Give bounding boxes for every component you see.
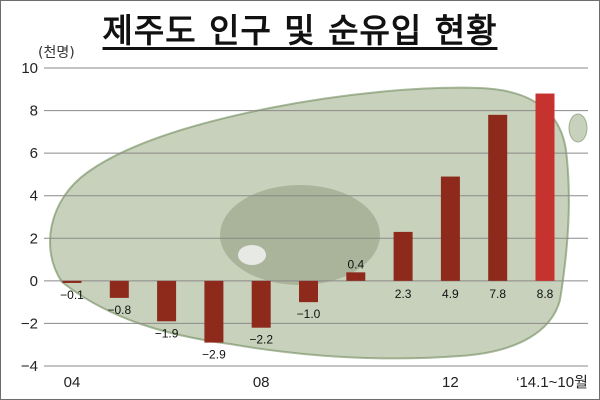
y-tick-label: 0	[30, 273, 38, 290]
data-label: −0.1	[60, 288, 84, 302]
udo-island	[568, 113, 588, 143]
bar	[535, 93, 555, 281]
chart-title: 제주도 인구 및 순유입 현황	[0, 4, 600, 52]
bar	[488, 114, 508, 281]
bar	[109, 280, 129, 298]
bar	[204, 280, 224, 343]
data-label: −1.9	[155, 326, 179, 340]
x-tick-label: 04	[64, 374, 81, 391]
y-axis-ticks: 10 8 6 4 2 0 −2 −4	[21, 60, 38, 375]
bar	[393, 231, 413, 281]
y-axis-unit-label: (천명)	[38, 45, 75, 61]
chart-title-text: 제주도 인구 및 순유입 현황	[102, 11, 498, 50]
island-shape	[49, 86, 570, 360]
hallasan-summit	[238, 245, 266, 265]
data-label: 4.9	[442, 287, 459, 301]
bar	[157, 280, 177, 322]
data-label: 0.4	[347, 257, 364, 271]
data-label: −2.9	[202, 348, 226, 362]
y-tick-label: −2	[21, 315, 38, 332]
data-labels: −0.1 −0.8 −1.9 −2.9 −2.2 −1.0 0.4 2.3 4.9 7.8 8.8	[60, 257, 554, 361]
y-tick-label: 2	[30, 230, 38, 247]
y-tick-label: −4	[21, 358, 38, 375]
data-label: −0.8	[107, 303, 131, 317]
y-tick-label: 4	[30, 188, 38, 205]
bar	[62, 280, 82, 283]
x-tick-label: ‘14.1~10월	[516, 374, 588, 391]
x-axis-ticks: 04 08 12 ‘14.1~10월	[64, 374, 588, 391]
bar	[251, 280, 271, 328]
bar	[346, 272, 366, 281]
y-tick-label: 8	[30, 103, 38, 120]
data-label: 8.8	[537, 287, 554, 301]
data-label: 2.3	[395, 287, 412, 301]
bar	[440, 176, 460, 281]
data-label: −1.0	[297, 307, 321, 321]
bars	[62, 93, 555, 343]
x-tick-label: 08	[253, 374, 270, 391]
bar	[299, 280, 318, 303]
jeju-island-map-background	[49, 86, 588, 360]
y-tick-label: 6	[30, 145, 38, 162]
y-tick-label: 10	[21, 60, 38, 77]
x-tick-label: 12	[442, 374, 459, 391]
data-label: 7.8	[489, 287, 506, 301]
data-label: −2.2	[249, 333, 273, 347]
